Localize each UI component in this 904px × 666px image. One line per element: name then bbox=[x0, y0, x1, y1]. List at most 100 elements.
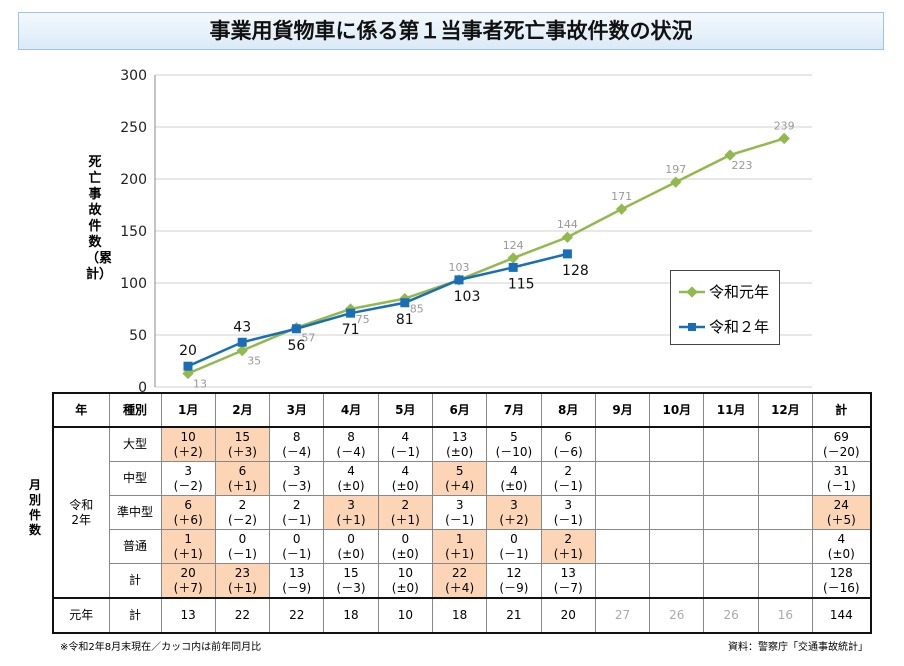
legend-item-r2: 令和２年 bbox=[679, 316, 769, 337]
column-header: 計 bbox=[812, 392, 872, 428]
value-cell bbox=[703, 563, 759, 599]
value-cell bbox=[757, 461, 814, 496]
value-cell: 2 (＋1) bbox=[377, 495, 433, 530]
value-cell bbox=[703, 426, 759, 462]
value-cell: 1 (＋1) bbox=[431, 529, 488, 564]
value-cell bbox=[757, 529, 814, 564]
column-header: 11月 bbox=[703, 392, 759, 428]
y-tick-label: 100 bbox=[120, 276, 147, 292]
y-tick-label: 250 bbox=[120, 120, 147, 136]
data-point bbox=[615, 203, 628, 215]
value-cell: 4 (－1) bbox=[377, 426, 433, 462]
vehicle-type-cell: 中型 bbox=[108, 461, 162, 496]
value-cell bbox=[703, 461, 759, 496]
vehicle-type-cell: 準中型 bbox=[108, 495, 162, 530]
value-cell: 6 (＋6) bbox=[160, 495, 216, 530]
legend-marker-square-icon bbox=[679, 322, 705, 331]
value-cell: 3 (－1) bbox=[540, 495, 596, 530]
data-label: 124 bbox=[503, 239, 524, 252]
value-cell bbox=[594, 529, 651, 564]
value-cell: 2 (－1) bbox=[269, 495, 325, 530]
series-line-1 bbox=[187, 252, 568, 368]
value-cell: 5 (＋4) bbox=[431, 461, 488, 496]
column-header: 10月 bbox=[649, 392, 705, 428]
value-cell bbox=[703, 495, 759, 530]
page-title: 事業用貨物車に係る第１当事者死亡事故件数の状況 bbox=[18, 12, 884, 50]
value-cell: 15 (＋3) bbox=[214, 426, 271, 462]
data-label: 103 bbox=[449, 261, 470, 274]
value-cell bbox=[757, 426, 814, 462]
column-header: 7月 bbox=[486, 392, 542, 428]
legend-item-r1: 令和元年 bbox=[679, 281, 769, 302]
value-cell bbox=[649, 461, 705, 496]
value-cell: 24 (＋5) bbox=[812, 495, 872, 530]
data-label: 71 bbox=[342, 322, 360, 338]
column-header: 3月 bbox=[269, 392, 325, 428]
y-tick-label: 300 bbox=[120, 68, 147, 84]
value-cell: 20 bbox=[540, 597, 596, 634]
column-header: 種別 bbox=[108, 392, 162, 428]
value-cell: 0 (－1) bbox=[269, 529, 325, 564]
value-cell bbox=[594, 461, 651, 496]
data-label: 85 bbox=[410, 303, 424, 316]
table-row: 計 20 (＋7) 23 (＋1) 13 (－9) 15 (－3) 10 (±0) 22 (＋4) 12(… bbox=[53, 563, 872, 599]
legend-marker-diamond-icon bbox=[679, 285, 705, 298]
value-cell: 22 bbox=[214, 597, 271, 634]
data-label: 75 bbox=[356, 313, 370, 326]
data-point bbox=[237, 337, 247, 347]
value-cell: 69 (－20) bbox=[812, 426, 872, 462]
year-cell: 元年 bbox=[52, 597, 110, 634]
data-point bbox=[508, 262, 518, 272]
data-label: 13 bbox=[193, 377, 207, 390]
value-cell: 10 (±0) bbox=[377, 563, 433, 599]
value-cell: 0 (－1) bbox=[486, 529, 542, 564]
value-cell: 4 (±0) bbox=[323, 461, 379, 496]
value-cell: 6 (＋1) bbox=[214, 461, 271, 496]
side-label: 月別件数 bbox=[28, 478, 41, 537]
data-label: 56 bbox=[287, 338, 305, 354]
value-cell: 5 (－10) bbox=[486, 426, 542, 462]
data-label: 115 bbox=[508, 276, 535, 292]
value-cell: 3 (－3) bbox=[269, 461, 325, 496]
data-point bbox=[562, 249, 572, 259]
data-point bbox=[183, 361, 193, 371]
value-cell: 4 (±0) bbox=[377, 461, 433, 496]
line-chart: 0 50 100 150 200 250 300 13 35 57 75 85 103 124 144 171… bbox=[120, 68, 812, 395]
legend-label: 令和元年 bbox=[709, 283, 770, 301]
year-group-cell: 令和 2年 bbox=[52, 426, 110, 599]
vehicle-type-cell: 計 bbox=[108, 563, 162, 599]
value-cell bbox=[594, 563, 651, 599]
table-row: 準中型 6 (＋6) 2 (－2) 2 (－1) 3 (＋1) 2 (＋1) 3 (－1) 3 (＋2) 3(… bbox=[53, 495, 872, 530]
value-cell bbox=[594, 495, 651, 530]
data-point bbox=[236, 344, 248, 357]
value-cell: 1 (＋1) bbox=[160, 529, 216, 564]
value-cell bbox=[703, 529, 759, 564]
value-cell bbox=[594, 426, 651, 462]
vehicle-type-cell: 大型 bbox=[108, 426, 162, 462]
value-cell: 22 (＋4) bbox=[431, 563, 488, 599]
value-cell: 26 bbox=[703, 597, 759, 634]
value-cell: 8 (－4) bbox=[323, 426, 379, 462]
value-cell: 22 bbox=[269, 597, 325, 634]
legend: 令和元年 令和２年 bbox=[670, 270, 780, 345]
value-cell: 4 (±0) bbox=[812, 529, 872, 564]
data-label: 239 bbox=[774, 119, 795, 132]
data-point bbox=[561, 231, 574, 243]
value-cell: 2 (＋1) bbox=[540, 529, 596, 564]
table-row: 中型 3 (－2) 6 (＋1) 3 (－3) 4 (±0) 4 (±0) 5 (＋4) 4 (±0) 2 (－… bbox=[53, 461, 872, 496]
value-cell: 16 bbox=[757, 597, 814, 634]
column-header: 年 bbox=[52, 392, 110, 428]
column-header: 12月 bbox=[757, 392, 814, 428]
y-axis-label: 死亡事故件数（累計） bbox=[86, 155, 113, 282]
value-cell: 3 (＋2) bbox=[486, 495, 542, 530]
value-cell: 3 (－2) bbox=[160, 461, 216, 496]
data-point bbox=[400, 298, 410, 308]
value-cell bbox=[757, 495, 814, 530]
column-header: 4月 bbox=[323, 392, 379, 428]
value-cell: 2 (－1) bbox=[540, 461, 596, 496]
value-cell: 13 (±0) bbox=[431, 426, 488, 462]
data-label: 171 bbox=[611, 190, 632, 203]
value-cell: 27 bbox=[594, 597, 651, 634]
value-cell: 20 (＋7) bbox=[160, 563, 216, 599]
data-label: 197 bbox=[665, 163, 686, 176]
